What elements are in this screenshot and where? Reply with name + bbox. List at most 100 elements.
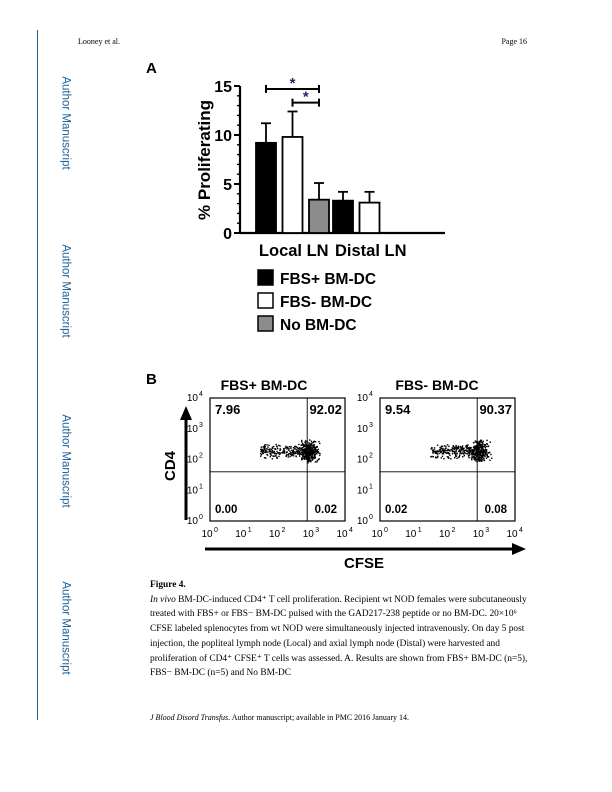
flow-event-dot [291,449,293,451]
flow-y-tick-label: 10 [187,455,199,466]
flow-event-dot [431,447,433,449]
flow-event-dot [264,446,266,448]
flow-event-dot [484,456,486,458]
flow-event-dot [292,452,295,455]
flow-x-tick-label: 10 [506,529,518,540]
flow-event-dot [263,448,265,451]
flow-event-dot [309,457,311,460]
flow-event-dot [288,448,290,450]
flow-event-dot [283,450,286,452]
flow-event-dot [310,451,312,453]
flow-event-dot [430,456,432,458]
flow-event-dot [463,447,465,449]
flow-event-dot [294,453,296,455]
flow-event-dot [480,451,482,453]
footer-text: . Author manuscript; available in PMC 20… [228,713,410,722]
flow-event-dot [477,458,479,461]
flow-event-dot [472,442,475,444]
flow-event-dot [482,440,484,442]
quadrant-percentage: 92.02 [309,402,342,417]
flow-event-dot [473,458,475,460]
flow-event-dot [456,453,458,455]
flow-event-dot [262,449,264,451]
flow-event-dot [476,445,478,448]
flow-event-dot [307,454,310,456]
quadrant-percentage: 0.00 [215,504,237,516]
flow-event-dot [311,454,314,456]
flow-event-dot [477,449,479,452]
flow-event-dot [296,448,298,451]
flow-event-dot [473,454,476,456]
flow-event-dot [292,450,294,453]
flow-event-dot [480,458,482,461]
flow-event-dot [312,456,314,459]
flow-event-dot [315,452,317,454]
flow-event-dot [285,446,287,449]
flow-event-dot [276,445,278,447]
flow-event-dot [485,452,487,455]
flow-event-dot [271,446,274,448]
flow-event-dot [306,444,308,446]
flow-y-tick-label: 10 [357,393,369,404]
flow-event-dot [302,457,304,459]
flow-event-dot [276,446,278,448]
flow-event-dot [437,450,440,453]
flow-event-dot [460,452,462,455]
flow-event-dot [446,444,449,446]
flow-event-dot [458,450,460,452]
flow-event-dot [275,448,277,450]
flow-event-dot [449,450,451,452]
bar [358,201,381,234]
flow-event-dot [314,448,317,450]
flow-event-dot [304,444,306,446]
flow-event-dot [468,452,471,454]
flow-event-dot [310,452,312,454]
flow-event-dot [474,457,477,459]
flow-event-dot [272,452,274,454]
flow-x-tick-exponent: 1 [248,527,252,534]
flow-event-dot [263,446,265,448]
flow-event-dot [307,462,309,464]
flow-event-dot [305,454,308,457]
caption-text: BM-DC-induced CD4⁺ T cell proliferation.… [150,594,528,679]
flow-event-dot [290,452,292,454]
flow-event-dot [302,450,305,452]
flow-event-dot [287,447,289,449]
flow-event-dot [307,447,309,449]
flow-event-dot [477,448,479,450]
flow-event-dot [486,455,488,457]
flow-event-dot [292,454,294,456]
flow-event-dot [462,456,464,458]
flow-event-dot [310,446,312,449]
flow-event-dot [466,447,468,449]
flow-event-dot [446,450,448,452]
legend-label: FBS+ BM-DC [280,271,376,288]
flow-event-dot [271,458,274,460]
flow-event-dot [306,449,308,451]
flow-event-dot [305,446,307,448]
flow-event-dot [484,448,487,450]
flow-event-dot [476,442,478,444]
flow-event-dot [274,448,276,450]
flow-event-dot [482,441,484,444]
flow-event-dot [447,449,449,452]
flow-event-dot [480,446,482,449]
flow-event-dot [301,454,303,456]
flow-event-dot [302,451,305,453]
flow-event-dot [481,451,483,453]
flow-event-dot [288,446,291,448]
flow-event-dot [292,447,295,449]
flow-event-dot [461,448,463,450]
flow-event-dot [459,451,461,453]
flow-event-dot [462,448,464,450]
flow-event-dot [295,451,297,453]
flow-ylabel: CD4 [162,450,179,481]
legend-swatch [257,292,274,309]
flow-event-dot [432,451,434,454]
flow-event-dot [296,452,299,454]
flow-event-dot [313,445,315,448]
flow-x-tick-label: 10 [201,529,213,540]
flow-event-dot [308,443,311,445]
flow-event-dot [270,452,272,454]
flow-event-dot [454,453,457,455]
